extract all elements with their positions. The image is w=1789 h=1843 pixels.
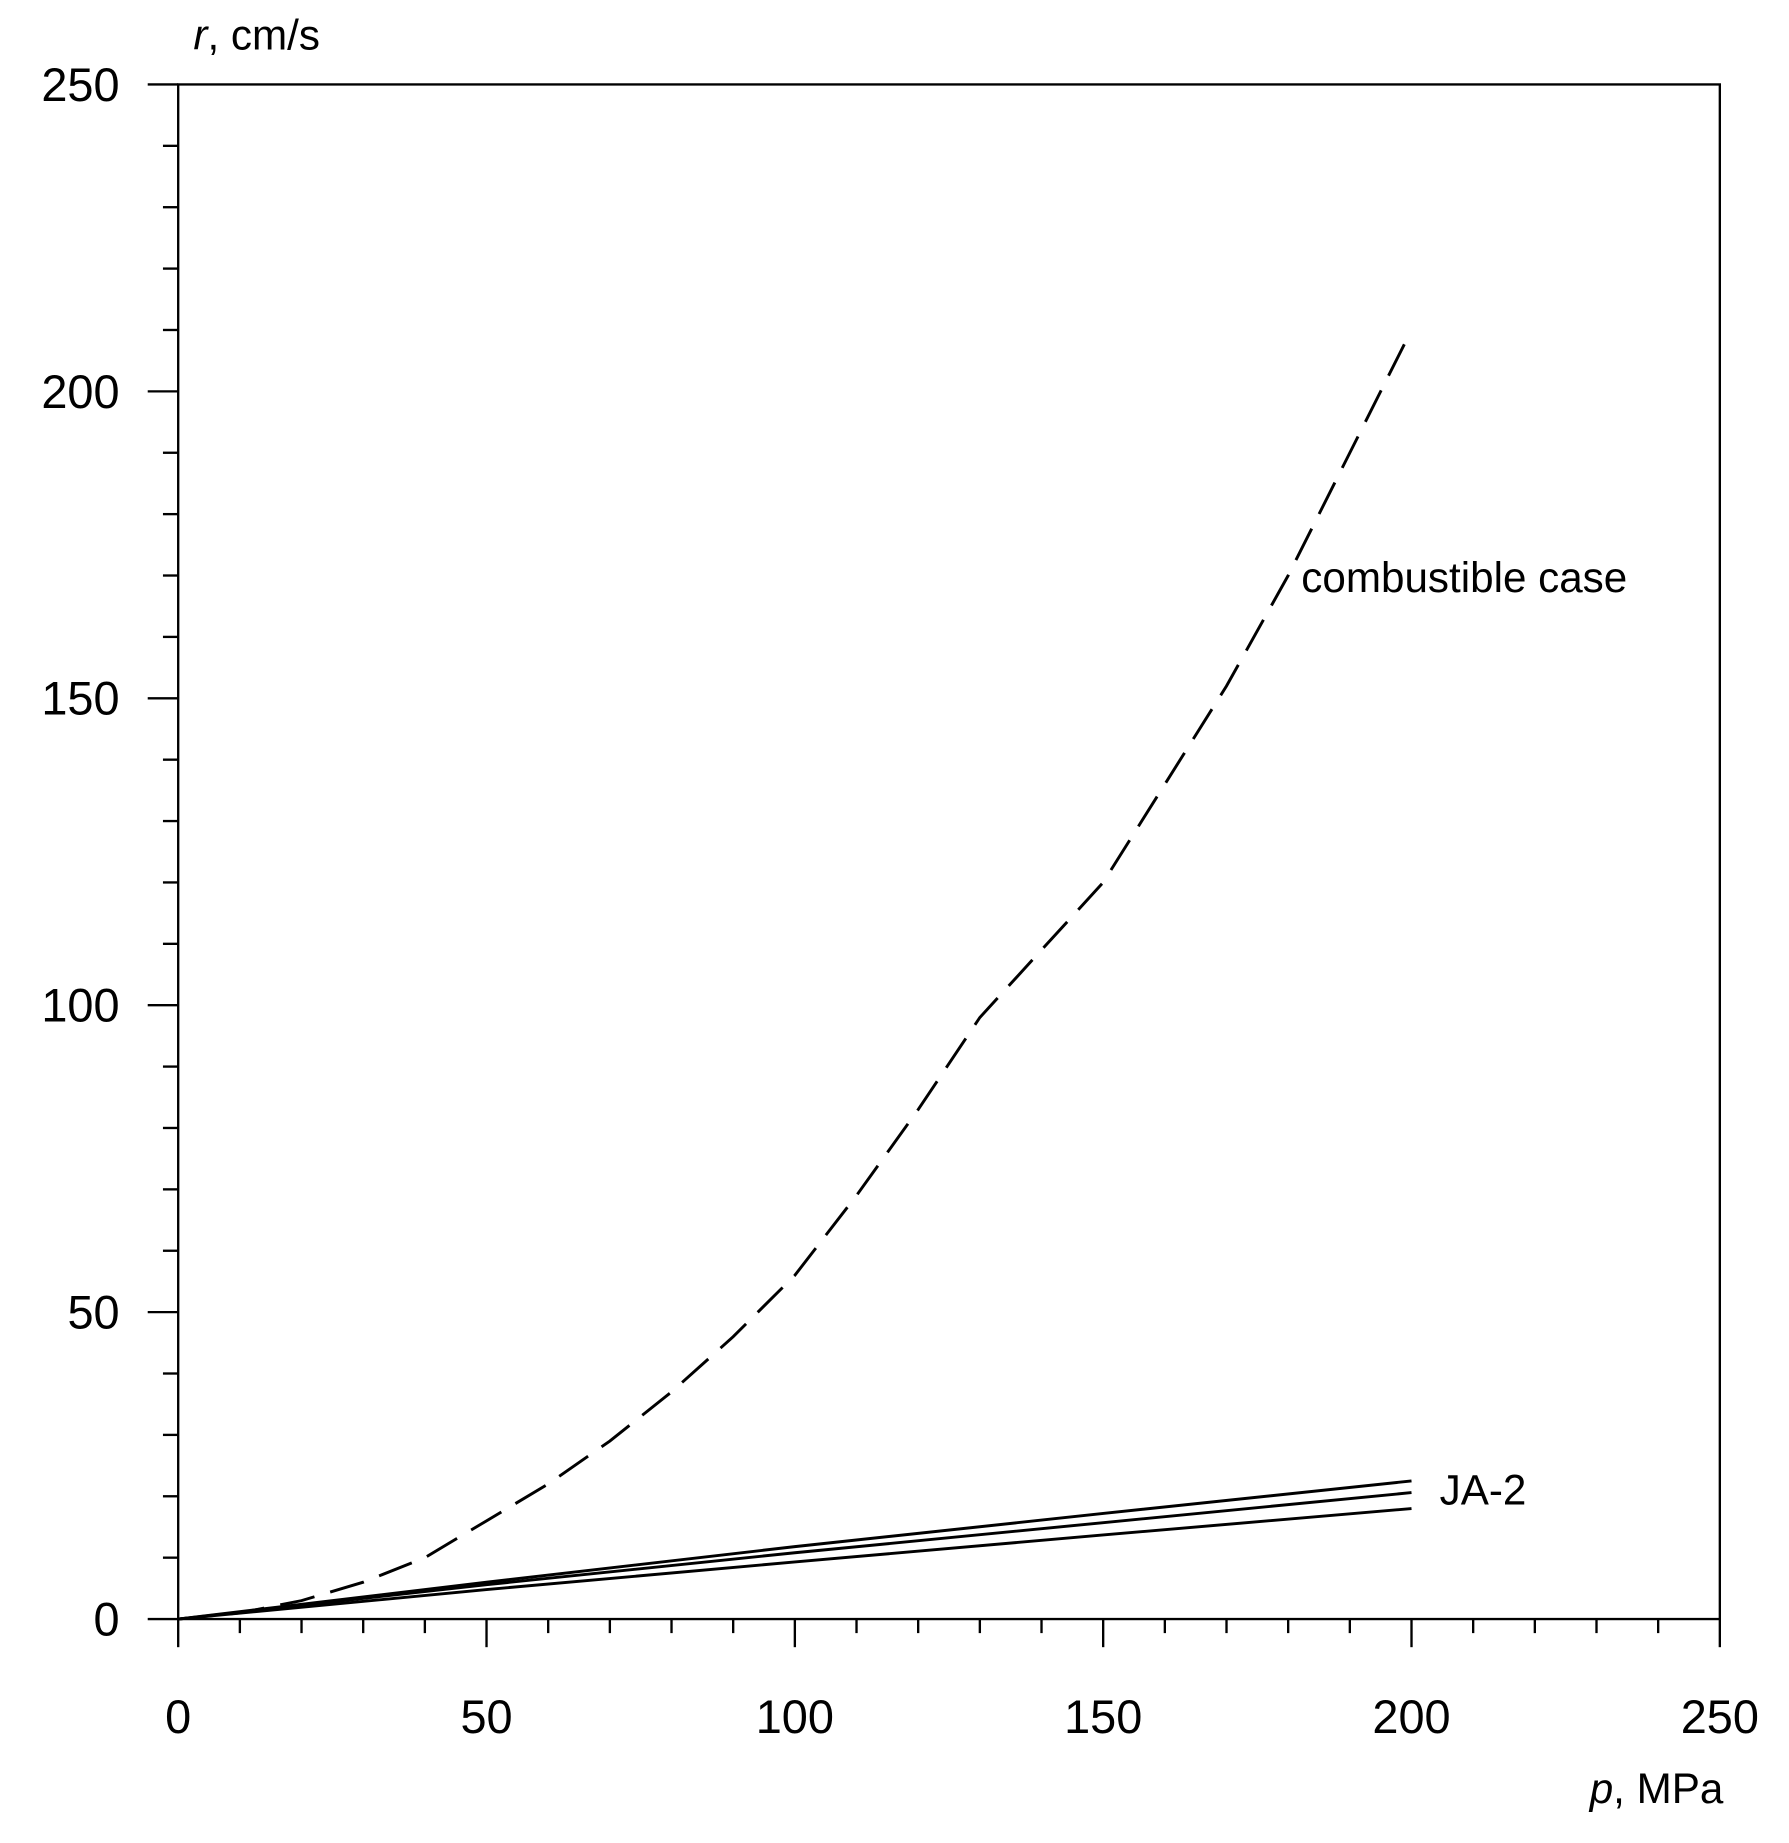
x-tick-label: 250 bbox=[1681, 1691, 1759, 1743]
y-tick-label: 0 bbox=[94, 1593, 120, 1645]
x-tick-label: 150 bbox=[1064, 1691, 1142, 1743]
x-axis-unit: , MPa bbox=[1613, 1765, 1724, 1812]
x-tick-label: 200 bbox=[1372, 1691, 1450, 1743]
line bbox=[178, 1479, 1412, 1621]
x-axis-label: p, MPa bbox=[1588, 1765, 1724, 1812]
y-tick-label: 50 bbox=[67, 1287, 119, 1339]
series-label: JA-2 bbox=[1440, 1466, 1527, 1513]
y-tick-label: 100 bbox=[41, 980, 119, 1032]
y-tick-label: 150 bbox=[41, 673, 119, 725]
y-tick-label: 200 bbox=[41, 366, 119, 418]
y-axis-symbol: r bbox=[193, 11, 209, 58]
line bbox=[178, 1491, 1412, 1621]
y-axis-unit: , cm/s bbox=[207, 11, 319, 58]
x-axis-symbol: p bbox=[1588, 1765, 1613, 1812]
series-label: combustible case bbox=[1301, 554, 1627, 601]
line bbox=[178, 1507, 1412, 1621]
x-tick-label: 0 bbox=[165, 1691, 191, 1743]
dashed-line bbox=[178, 329, 1413, 1621]
y-axis-label: r, cm/s bbox=[193, 11, 320, 58]
x-tick-label: 50 bbox=[460, 1691, 512, 1743]
plot-frame bbox=[177, 83, 1722, 1621]
y-tick-label: 250 bbox=[41, 59, 119, 111]
x-tick-label: 100 bbox=[756, 1691, 834, 1743]
